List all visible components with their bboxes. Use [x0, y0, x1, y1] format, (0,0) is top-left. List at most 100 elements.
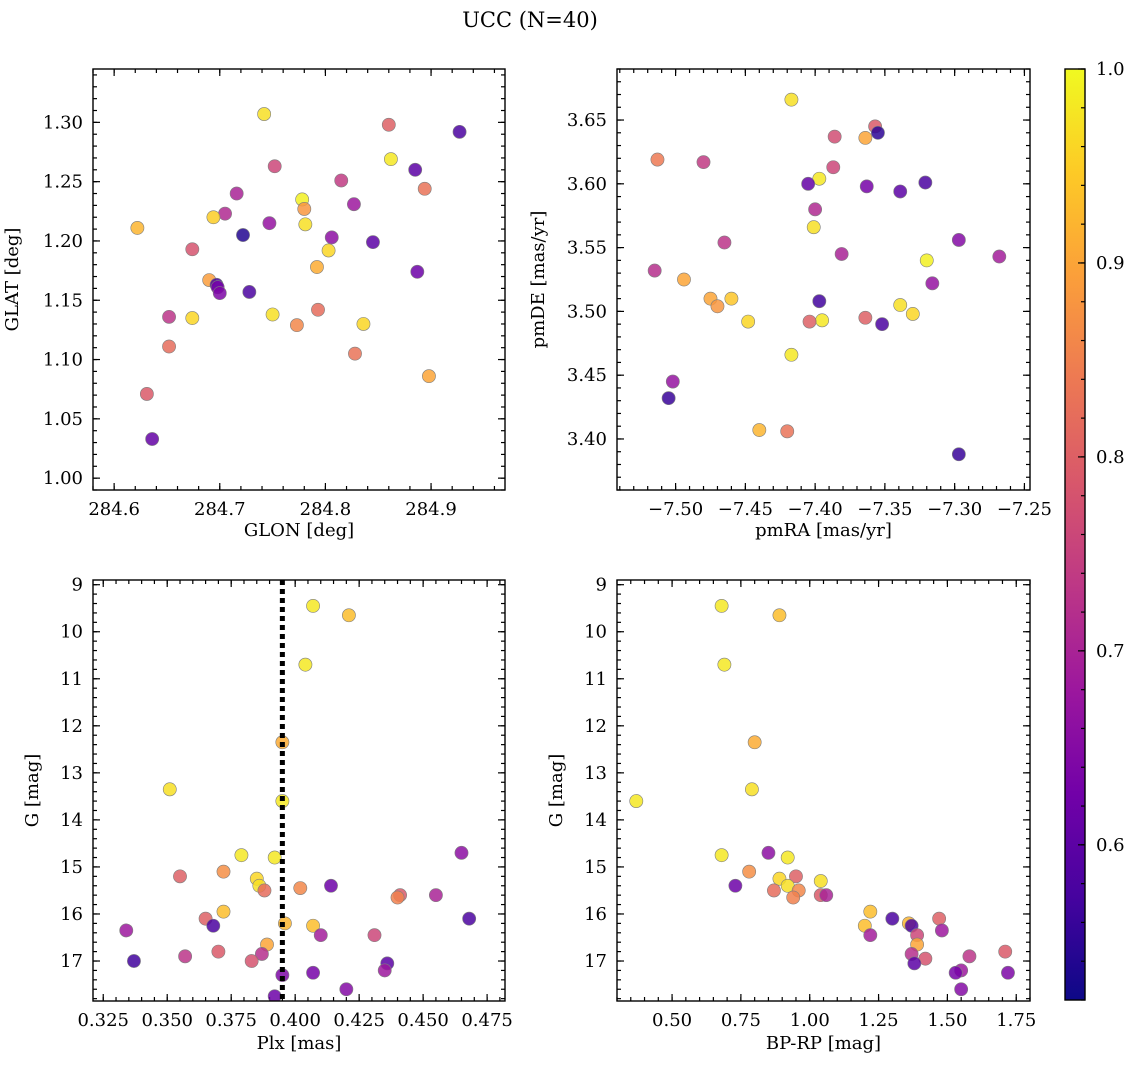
data-point: [216, 864, 231, 879]
data-point: [717, 235, 732, 250]
data-point: [234, 848, 249, 863]
x-tick-label: 0.50: [652, 1010, 692, 1031]
plot-frame: [616, 579, 1031, 1002]
y-tick-label: 1.00: [43, 468, 83, 489]
data-point: [767, 883, 781, 898]
x-tick-label: 0.400: [269, 1010, 321, 1031]
data-point: [254, 947, 269, 961]
y-tick-label: 1.30: [43, 112, 83, 133]
y-tick-label: 13: [584, 763, 607, 784]
x-axis-label: BP-RP [mag]: [766, 1033, 881, 1054]
data-point: [390, 890, 405, 905]
data-point: [417, 181, 432, 196]
data-point: [324, 878, 338, 893]
y-tick-label: 14: [60, 810, 83, 831]
data-point: [162, 782, 177, 797]
data-point: [629, 794, 644, 808]
data-point: [858, 310, 873, 325]
data-point: [761, 845, 776, 860]
x-tick-label: −7.35: [857, 499, 912, 520]
data-point: [1001, 965, 1015, 980]
y-tick-label: 1.05: [43, 409, 83, 430]
y-axis-label: G [mag]: [22, 754, 43, 827]
y-tick-label: 12: [60, 716, 83, 737]
data-point: [206, 210, 221, 225]
x-axis-label: GLON [deg]: [244, 520, 354, 541]
x-tick-label: 0.75: [721, 1010, 761, 1031]
data-point: [948, 965, 963, 980]
colorbar-frame: [1064, 68, 1086, 1001]
x-tick-label: 0.450: [397, 1010, 449, 1031]
data-point: [185, 242, 200, 257]
data-point: [710, 299, 725, 314]
colorbar-tick-label: 0.7: [1096, 641, 1125, 662]
data-point: [242, 285, 257, 299]
data-point: [998, 944, 1013, 959]
data-point: [289, 318, 304, 333]
data-point: [893, 298, 908, 312]
data-point: [752, 423, 767, 437]
x-axis-label: pmRA [mas/yr]: [755, 520, 892, 541]
data-point: [367, 928, 382, 943]
y-tick-label: 17: [584, 951, 607, 972]
data-point: [339, 982, 354, 997]
data-point: [780, 424, 795, 439]
y-tick-label: 3.65: [567, 110, 607, 131]
y-tick-label: 16: [584, 904, 607, 925]
y-tick-label: 1.25: [43, 172, 83, 193]
data-point: [934, 923, 949, 938]
data-point: [211, 944, 226, 959]
y-axis-label: pmDE [mas/yr]: [528, 211, 549, 349]
data-point: [348, 346, 362, 361]
data-point: [919, 253, 934, 268]
x-tick-label: −7.30: [927, 499, 982, 520]
data-point: [119, 923, 134, 938]
data-point: [408, 162, 423, 177]
data-point: [801, 176, 816, 191]
y-tick-label: 11: [584, 669, 607, 690]
colorbar: 0.6 0.7 0.8 0.9 1.0: [1064, 59, 1125, 1001]
y-tick-label: 17: [60, 951, 83, 972]
data-point: [772, 608, 787, 623]
data-point: [745, 782, 759, 797]
plot-frame: [616, 68, 1031, 491]
data-point: [802, 314, 817, 329]
y-tick-label: 12: [584, 716, 607, 737]
x-tick-label: −7.40: [788, 499, 843, 520]
y-tick-label: 3.60: [567, 174, 607, 195]
data-point: [422, 369, 436, 384]
y-tick-label: 14: [584, 810, 607, 831]
scatter-points: [119, 598, 477, 1001]
y-tick-label: 3.55: [567, 238, 607, 259]
data-point: [306, 965, 320, 980]
scatter-points: [647, 92, 1007, 462]
x-tick-label: 0.325: [77, 1010, 129, 1031]
data-point: [784, 347, 799, 362]
data-point: [162, 339, 176, 354]
data-point: [650, 152, 665, 167]
data-point: [347, 197, 361, 212]
data-point: [130, 221, 145, 235]
data-point: [863, 928, 878, 943]
data-point: [257, 883, 272, 898]
data-point: [992, 249, 1007, 264]
data-point: [728, 878, 743, 893]
x-tick-label: −7.25: [997, 499, 1052, 520]
data-point: [815, 313, 830, 328]
y-tick-label: 3.50: [567, 301, 607, 322]
y-tick-label: 9: [596, 575, 607, 596]
data-point: [907, 956, 922, 971]
x-tick-label: 1.75: [996, 1010, 1036, 1031]
data-point: [377, 963, 392, 978]
data-point: [298, 217, 313, 232]
data-point: [262, 216, 277, 231]
data-point: [827, 129, 842, 144]
data-point: [741, 314, 756, 329]
data-point: [954, 982, 969, 997]
data-point: [381, 117, 396, 132]
data-point: [742, 864, 757, 879]
data-point: [410, 264, 425, 279]
data-point: [173, 869, 187, 884]
plot-frame: [92, 68, 506, 491]
